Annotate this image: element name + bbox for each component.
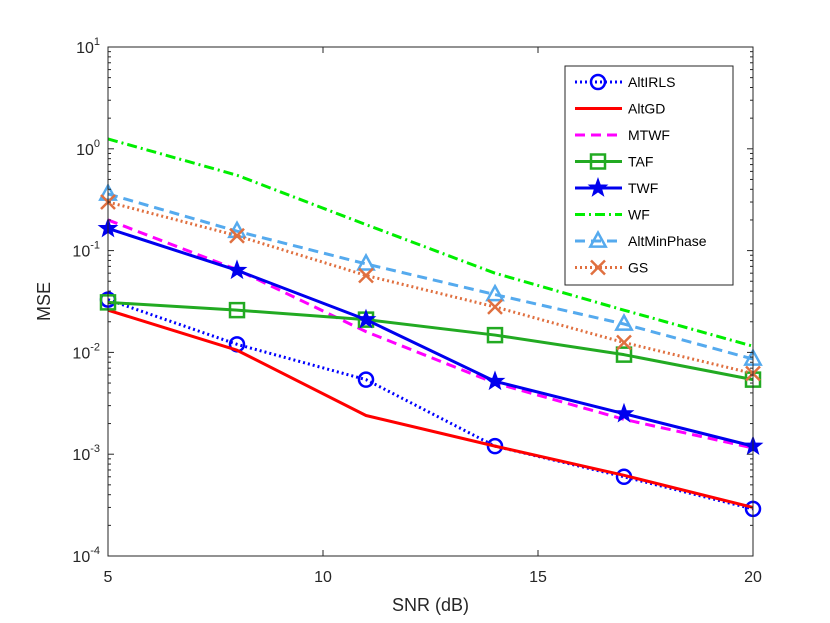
series-taf: [99, 294, 762, 388]
data-point-gs: [616, 334, 632, 351]
data-point-altirls: [357, 371, 375, 388]
data-point-altminphase: [356, 252, 376, 271]
data-point-taf: [99, 294, 117, 311]
legend-marker-altirls: [589, 73, 607, 91]
series-line-twf: [107, 227, 754, 448]
series-mtwf: [107, 218, 754, 450]
data-point-gs: [229, 227, 245, 244]
data-point-twf: [613, 402, 635, 423]
legend-label-mtwf: MTWF: [628, 127, 670, 143]
x-tick-label: 10: [314, 569, 332, 586]
data-point-gs: [487, 298, 503, 315]
data-point-altminphase: [485, 283, 505, 302]
data-point-altirls: [486, 437, 504, 455]
legend-entry-altirls: AltIRLS: [575, 73, 675, 91]
legend-label-altminphase: AltMinPhase: [628, 233, 707, 249]
legend-box: [564, 65, 734, 286]
legend-marker-altminphase: [588, 230, 608, 248]
legend-marker-taf: [589, 153, 607, 170]
x-tick-label: 20: [744, 569, 762, 586]
data-point-taf: [228, 301, 246, 319]
series-line-taf: [107, 300, 754, 382]
x-tick-label: 15: [529, 569, 547, 586]
legend-marker-twf: [587, 177, 609, 197]
data-point-taf: [486, 326, 504, 344]
data-point-gs: [358, 267, 374, 284]
legend-entry-gs: GS: [575, 260, 648, 276]
legend-label-taf: TAF: [628, 154, 653, 170]
data-point-twf: [226, 259, 248, 280]
data-point-taf: [357, 311, 375, 328]
axes-box: [107, 46, 754, 557]
legend-label-twf: TWF: [628, 180, 658, 196]
y-axis-title: MSE: [34, 282, 54, 321]
legend-entry-mtwf: MTWF: [575, 127, 670, 143]
series-altgd: [107, 308, 754, 509]
legend-entry-twf: TWF: [575, 177, 658, 197]
y-tick-label: 10-1: [72, 240, 100, 261]
legend-label-altgd: AltGD: [628, 101, 665, 117]
series-line-wf: [107, 137, 754, 348]
data-point-twf: [484, 370, 506, 391]
legend: AltIRLS AltGD MTWF TAF TWF WF AltMinPhase GS: [564, 65, 734, 286]
series-line-gs: [107, 200, 754, 375]
y-tick-label: 10-4: [72, 545, 100, 566]
legend-entry-altgd: AltGD: [575, 101, 665, 117]
y-tick-label: 101: [76, 36, 100, 57]
series-line-mtwf: [107, 218, 754, 450]
y-tick-label: 10-3: [72, 443, 100, 464]
legend-entry-wf: WF: [575, 207, 650, 223]
data-point-altminphase: [614, 313, 634, 331]
x-axis-title: SNR (dB): [392, 595, 469, 615]
x-tick-label: 5: [104, 569, 113, 586]
legend-label-gs: GS: [628, 260, 648, 276]
data-point-twf: [355, 308, 377, 329]
legend-marker-gs: [590, 259, 606, 276]
legend-entry-altminphase: AltMinPhase: [575, 230, 707, 249]
y-tick-label: 10-2: [72, 341, 100, 362]
legend-label-altirls: AltIRLS: [628, 74, 675, 90]
y-tick-label: 100: [76, 138, 100, 159]
series-line-altgd: [107, 308, 754, 509]
legend-entry-taf: TAF: [575, 153, 653, 170]
series-wf: [107, 137, 754, 348]
data-point-taf: [615, 346, 633, 363]
legend-label-wf: WF: [628, 207, 650, 223]
